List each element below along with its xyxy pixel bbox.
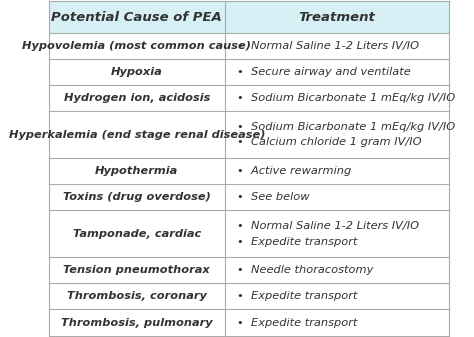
Text: Hypothermia: Hypothermia — [95, 166, 179, 176]
Text: •  See below: • See below — [237, 192, 310, 202]
Bar — [225, 184, 449, 210]
Text: •  Normal Saline 1-2 Liters IV/IO: • Normal Saline 1-2 Liters IV/IO — [237, 41, 419, 51]
Bar — [225, 283, 449, 309]
Bar — [49, 59, 225, 85]
Text: •  Expedite transport: • Expedite transport — [237, 292, 357, 301]
Text: •  Expedite transport: • Expedite transport — [237, 317, 357, 328]
Text: •  Calcium chloride 1 gram IV/IO: • Calcium chloride 1 gram IV/IO — [237, 137, 421, 147]
Bar — [225, 1, 449, 33]
Text: •  Sodium Bicarbonate 1 mEq/kg IV/IO: • Sodium Bicarbonate 1 mEq/kg IV/IO — [237, 93, 455, 103]
Bar — [49, 210, 225, 257]
Text: Tension pneumothorax: Tension pneumothorax — [64, 265, 210, 275]
Bar — [225, 309, 449, 336]
Text: •  Sodium Bicarbonate 1 mEq/kg IV/IO: • Sodium Bicarbonate 1 mEq/kg IV/IO — [237, 122, 455, 132]
Bar — [49, 111, 225, 158]
Bar — [49, 309, 225, 336]
Text: •  Expedite transport: • Expedite transport — [237, 237, 357, 247]
Text: Hyperkalemia (end stage renal disease): Hyperkalemia (end stage renal disease) — [9, 129, 265, 140]
Text: •  Normal Saline 1-2 Liters IV/IO: • Normal Saline 1-2 Liters IV/IO — [237, 221, 419, 231]
Text: Hypovolemia (most common cause): Hypovolemia (most common cause) — [22, 41, 251, 51]
Bar — [49, 257, 225, 283]
Bar — [49, 158, 225, 184]
Bar — [225, 85, 449, 111]
Bar — [225, 257, 449, 283]
Bar — [49, 184, 225, 210]
Bar — [49, 33, 225, 59]
Bar — [225, 111, 449, 158]
Bar — [225, 210, 449, 257]
Text: Treatment: Treatment — [299, 10, 375, 24]
Bar — [49, 283, 225, 309]
Text: Toxins (drug overdose): Toxins (drug overdose) — [63, 192, 211, 202]
Text: •  Needle thoracostomy: • Needle thoracostomy — [237, 265, 374, 275]
Bar — [49, 85, 225, 111]
Text: Hypoxia: Hypoxia — [111, 67, 163, 77]
Bar — [225, 158, 449, 184]
Bar — [49, 1, 225, 33]
Bar — [225, 59, 449, 85]
Text: Tamponade, cardiac: Tamponade, cardiac — [73, 229, 201, 239]
Bar — [225, 33, 449, 59]
Text: Thrombosis, coronary: Thrombosis, coronary — [67, 292, 207, 301]
Text: Potential Cause of PEA: Potential Cause of PEA — [52, 10, 222, 24]
Text: Thrombosis, pulmonary: Thrombosis, pulmonary — [61, 317, 213, 328]
Text: •  Secure airway and ventilate: • Secure airway and ventilate — [237, 67, 410, 77]
Text: •  Active rewarming: • Active rewarming — [237, 166, 351, 176]
Text: Hydrogen ion, acidosis: Hydrogen ion, acidosis — [64, 93, 210, 103]
